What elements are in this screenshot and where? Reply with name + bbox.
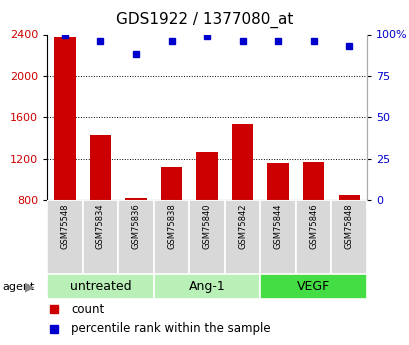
Bar (295, 200, 330, 274)
Text: agent: agent (2, 282, 34, 292)
Bar (118, 200, 153, 274)
Bar (260, 274, 366, 299)
Bar (125, 198, 146, 200)
Bar (196, 152, 217, 200)
Text: GSM75548: GSM75548 (60, 203, 69, 248)
Bar (231, 124, 253, 200)
Bar (224, 200, 260, 274)
Bar (267, 163, 288, 200)
Bar (330, 200, 366, 274)
Text: ▶: ▶ (25, 280, 35, 293)
Text: GSM75844: GSM75844 (273, 203, 282, 248)
Text: GDS1922 / 1377080_at: GDS1922 / 1377080_at (116, 12, 293, 28)
Bar (54, 37, 75, 200)
Text: GSM75838: GSM75838 (166, 203, 175, 249)
Bar (189, 200, 224, 274)
Bar (302, 162, 324, 200)
Bar (47, 200, 83, 274)
Text: percentile rank within the sample: percentile rank within the sample (71, 323, 270, 335)
Bar (260, 200, 295, 274)
Text: untreated: untreated (70, 280, 131, 293)
Text: VEGF: VEGF (296, 280, 330, 293)
Bar (47, 274, 153, 299)
Bar (160, 167, 182, 200)
Text: Ang-1: Ang-1 (188, 280, 225, 293)
Bar (153, 274, 260, 299)
Bar (338, 195, 359, 200)
Text: GSM75842: GSM75842 (238, 203, 247, 248)
Text: count: count (71, 303, 104, 316)
Text: GSM75836: GSM75836 (131, 203, 140, 249)
Text: GSM75834: GSM75834 (96, 203, 105, 249)
Text: GSM75848: GSM75848 (344, 203, 353, 249)
Text: GSM75846: GSM75846 (308, 203, 317, 249)
Text: GSM75840: GSM75840 (202, 203, 211, 248)
Bar (90, 135, 111, 200)
Bar (83, 200, 118, 274)
Bar (153, 200, 189, 274)
